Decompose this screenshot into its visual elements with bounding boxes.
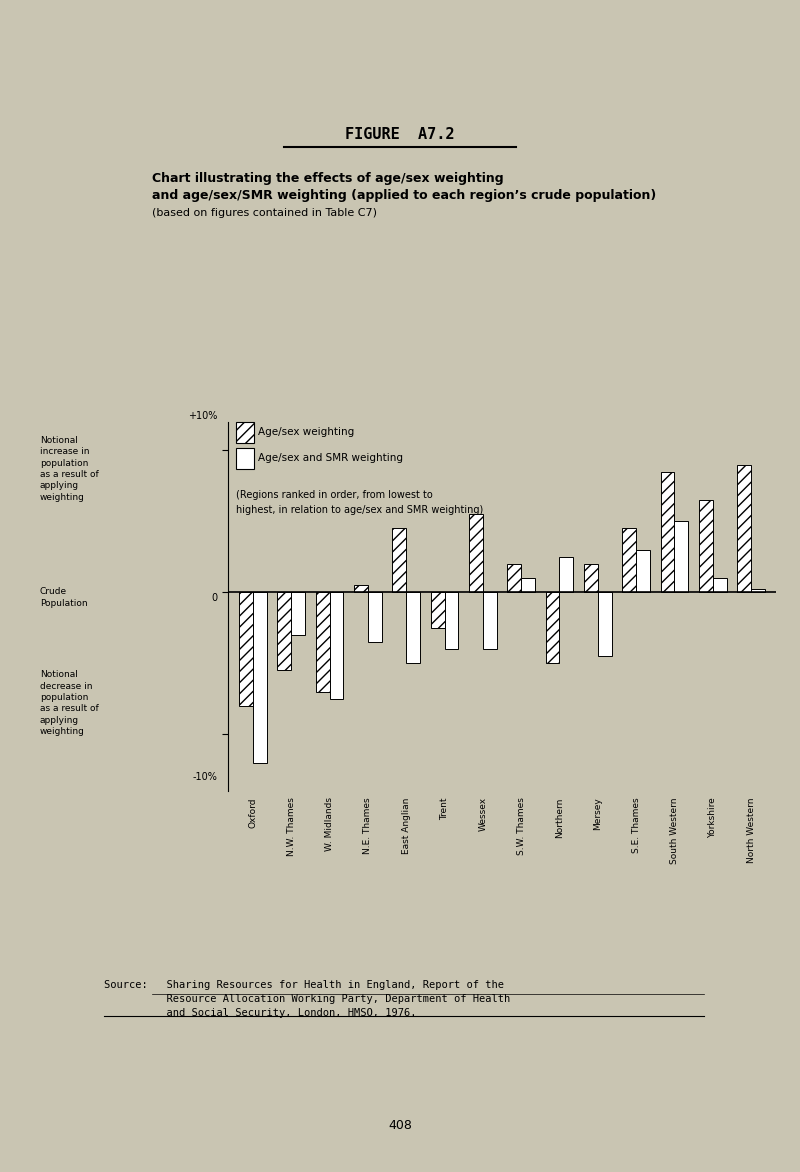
Bar bbox=[316, 592, 330, 691]
Bar bbox=[445, 592, 458, 649]
Text: Notional
decrease in
population
as a result of
applying
weighting: Notional decrease in population as a res… bbox=[40, 670, 98, 736]
Text: 0: 0 bbox=[211, 593, 218, 602]
Bar bbox=[278, 592, 291, 670]
Text: and Social Security, London, HMSO, 1976.: and Social Security, London, HMSO, 1976. bbox=[104, 1008, 417, 1018]
Text: FIGURE  A7.2: FIGURE A7.2 bbox=[346, 128, 454, 142]
Bar bbox=[330, 592, 343, 699]
Bar bbox=[253, 592, 266, 763]
Bar bbox=[584, 564, 598, 592]
Text: Resource Allocation Working Party, Department of Health: Resource Allocation Working Party, Depar… bbox=[104, 994, 510, 1004]
Text: Age/sex weighting: Age/sex weighting bbox=[258, 428, 354, 437]
Text: Crude
Population: Crude Population bbox=[40, 587, 88, 608]
Bar bbox=[713, 578, 726, 592]
Text: Age/sex and SMR weighting: Age/sex and SMR weighting bbox=[258, 454, 403, 463]
Text: Source:   Sharing Resources for Health in England, Report of the: Source: Sharing Resources for Health in … bbox=[104, 980, 504, 990]
Bar bbox=[636, 550, 650, 592]
Text: -10%: -10% bbox=[193, 772, 218, 782]
Bar bbox=[406, 592, 420, 663]
Text: highest, in relation to age/sex and SMR weighting): highest, in relation to age/sex and SMR … bbox=[236, 505, 483, 516]
Bar bbox=[239, 592, 253, 706]
Text: 408: 408 bbox=[388, 1118, 412, 1132]
Bar bbox=[674, 522, 688, 592]
Bar bbox=[354, 585, 368, 592]
Bar bbox=[469, 515, 483, 592]
Bar bbox=[546, 592, 559, 663]
Bar bbox=[751, 590, 765, 592]
Text: (based on figures contained in Table C7): (based on figures contained in Table C7) bbox=[152, 209, 377, 218]
Bar bbox=[738, 464, 751, 592]
Text: Chart illustrating the effects of age/sex weighting: Chart illustrating the effects of age/se… bbox=[152, 171, 504, 185]
Text: Notional
increase in
population
as a result of
applying
weighting: Notional increase in population as a res… bbox=[40, 436, 98, 502]
Bar bbox=[507, 564, 521, 592]
Bar bbox=[368, 592, 382, 642]
Text: +10%: +10% bbox=[188, 411, 218, 421]
Text: (Regions ranked in order, from lowest to: (Regions ranked in order, from lowest to bbox=[236, 490, 433, 500]
Bar bbox=[622, 529, 636, 592]
Bar bbox=[483, 592, 497, 649]
Bar bbox=[430, 592, 445, 628]
Bar bbox=[521, 578, 535, 592]
Text: and age/sex/SMR weighting (applied to each region’s crude population): and age/sex/SMR weighting (applied to ea… bbox=[152, 189, 656, 203]
Bar bbox=[598, 592, 611, 656]
Bar bbox=[291, 592, 305, 635]
Bar bbox=[392, 529, 406, 592]
Bar bbox=[661, 471, 674, 592]
Bar bbox=[559, 557, 574, 592]
Bar bbox=[699, 500, 713, 592]
